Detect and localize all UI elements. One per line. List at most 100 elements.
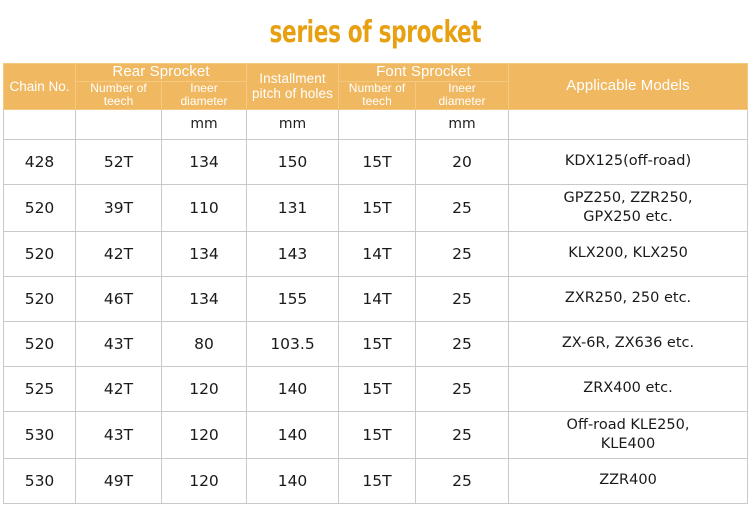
cell-applicable-models-line: ZX-6R, ZX636 etc. — [561, 335, 695, 352]
cell-rear-diameter: 110 — [161, 183, 247, 232]
cell-applicable-models: ZX-6R, ZX636 etc. — [508, 320, 748, 367]
cell-installment-pitch: 140 — [246, 365, 339, 412]
units-rear-teeth — [75, 108, 162, 140]
cell-font-teeth: 15T — [338, 410, 416, 459]
cell-rear-diameter: 120 — [161, 365, 247, 412]
units-font-teeth — [338, 108, 416, 140]
cell-installment-pitch: 143 — [246, 230, 339, 277]
header-rear-diameter-line1: Ineer — [190, 80, 218, 95]
table-body: mm mm mm 428 52T 134 150 15T 20 KDX125(off-roa… — [3, 108, 748, 504]
header-font-diameter-line2: diameter — [438, 94, 486, 109]
cell-rear-teeth: 43T — [75, 320, 162, 367]
cell-rear-teeth: 43T — [75, 410, 162, 459]
cell-font-diameter: 20 — [415, 138, 509, 185]
cell-font-diameter: 25 — [415, 230, 509, 277]
cell-applicable-models: ZXR250, 250 etc. — [508, 275, 748, 322]
table-row: 525 42T 120 140 15T 25 ZRX400 etc. — [3, 365, 748, 412]
header-installment-pitch-of-holes: Installment pitch of holes — [246, 63, 339, 110]
cell-font-teeth: 15T — [338, 183, 416, 232]
cell-rear-teeth: 42T — [75, 230, 162, 277]
header-row-groups: Chain No. Rear Sprocket Installment pitc… — [3, 63, 748, 110]
header-font-sprocket: Font Sprocket — [338, 63, 509, 82]
header-rear-number-of-teech: Number of teech — [75, 80, 162, 110]
units-row: mm mm mm — [3, 108, 748, 140]
table-row: 530 49T 120 140 15T 25 ZZR400 — [3, 457, 748, 504]
header-rear-teech-line1: Number of — [90, 80, 147, 95]
cell-chain-no: 428 — [3, 138, 76, 185]
cell-installment-pitch: 155 — [246, 275, 339, 322]
header-row-subcolumns: Number of teech Ineer diameter Number of… — [4, 80, 748, 110]
cell-installment-pitch: 103.5 — [246, 320, 339, 367]
header-font-teech-line1: Number of — [348, 80, 406, 95]
units-models — [508, 108, 748, 140]
cell-font-teeth: 14T — [338, 275, 416, 322]
cell-applicable-models: KLX200, KLX250 — [508, 230, 748, 277]
cell-font-diameter: 25 — [415, 275, 509, 322]
table-row: 428 52T 134 150 15T 20 KDX125(off-road) — [3, 138, 748, 185]
cell-font-teeth: 15T — [338, 457, 416, 504]
cell-font-diameter: 25 — [415, 457, 509, 504]
cell-rear-diameter: 134 — [161, 275, 247, 322]
cell-applicable-models-line: KLX200, KLX250 — [568, 245, 688, 262]
cell-rear-teeth: 39T — [75, 183, 162, 232]
cell-font-teeth: 14T — [338, 230, 416, 277]
units-font-diameter: mm — [415, 108, 509, 140]
cell-rear-diameter: 120 — [161, 457, 247, 504]
header-installment-line1: Installment — [259, 71, 326, 87]
header-installment-line2: pitch of holes — [252, 86, 333, 102]
cell-applicable-models: GPZ250, ZZR250, GPX250 etc. — [508, 183, 748, 232]
cell-chain-no: 520 — [3, 183, 76, 232]
header-rear-ineer-diameter: Ineer diameter — [161, 80, 247, 110]
table-row: 520 42T 134 143 14T 25 KLX200, KLX250 — [3, 230, 748, 277]
cell-rear-teeth: 49T — [75, 457, 162, 504]
table-row: 520 39T 110 131 15T 25 GPZ250, ZZR250, GPX250 e… — [3, 183, 748, 232]
cell-applicable-models: Off-road KLE250, KLE400 — [508, 410, 748, 459]
cell-rear-diameter: 120 — [161, 410, 247, 459]
cell-chain-no: 520 — [3, 320, 76, 367]
table-row: 520 43T 80 103.5 15T 25 ZX-6R, ZX636 etc. — [3, 320, 748, 367]
cell-applicable-models-line: KDX125(off-road) — [564, 153, 692, 170]
cell-font-diameter: 25 — [415, 365, 509, 412]
table-row: 530 43T 120 140 15T 25 Off-road KLE250, KLE400 — [3, 410, 748, 459]
header-applicable-models: Applicable Models — [508, 63, 748, 110]
cell-applicable-models: KDX125(off-road) — [508, 138, 748, 185]
cell-installment-pitch: 150 — [246, 138, 339, 185]
cell-applicable-models-line: ZXR250, 250 etc. — [564, 290, 692, 307]
cell-applicable-models-line: KLE400 — [600, 435, 656, 452]
cell-installment-pitch: 140 — [246, 410, 339, 459]
units-rear-diameter: mm — [161, 108, 247, 140]
cell-font-diameter: 25 — [415, 320, 509, 367]
header-rear-sprocket: Rear Sprocket — [75, 63, 247, 82]
units-chain-no — [3, 108, 76, 140]
cell-applicable-models-line: GPX250 etc. — [583, 208, 673, 225]
cell-applicable-models: ZZR400 — [508, 457, 748, 504]
header-rear-diameter-line2: diameter — [180, 94, 228, 109]
cell-rear-teeth: 46T — [75, 275, 162, 322]
cell-font-diameter: 25 — [415, 183, 509, 232]
table-row: 520 46T 134 155 14T 25 ZXR250, 250 etc. — [3, 275, 748, 322]
cell-applicable-models-line: ZZR400 — [599, 472, 657, 489]
cell-chain-no: 525 — [3, 365, 76, 412]
cell-chain-no: 530 — [3, 410, 76, 459]
cell-font-diameter: 25 — [415, 410, 509, 459]
cell-font-teeth: 15T — [338, 138, 416, 185]
cell-applicable-models-line: GPZ250, ZZR250, — [563, 189, 693, 206]
header-chain-no: Chain No. — [3, 63, 76, 110]
page-title-text: series of sprocket — [269, 15, 481, 50]
cell-rear-diameter: 80 — [161, 320, 247, 367]
cell-chain-no: 530 — [3, 457, 76, 504]
units-installment-pitch: mm — [246, 108, 339, 140]
cell-rear-teeth: 42T — [75, 365, 162, 412]
header-font-number-of-teech: Number of teech — [338, 80, 416, 110]
cell-rear-teeth: 52T — [75, 138, 162, 185]
cell-rear-diameter: 134 — [161, 230, 247, 277]
cell-chain-no: 520 — [3, 230, 76, 277]
cell-chain-no: 520 — [3, 275, 76, 322]
header-rear-teech-line2: teech — [103, 94, 134, 109]
sprocket-spec-table: Chain No. Rear Sprocket Installment pitc… — [3, 63, 748, 504]
cell-font-teeth: 15T — [338, 320, 416, 367]
cell-applicable-models-line: Off-road KLE250, — [566, 416, 690, 433]
cell-applicable-models-line: ZRX400 etc. — [583, 380, 673, 397]
table-header: Chain No. Rear Sprocket Installment pitc… — [3, 63, 748, 110]
